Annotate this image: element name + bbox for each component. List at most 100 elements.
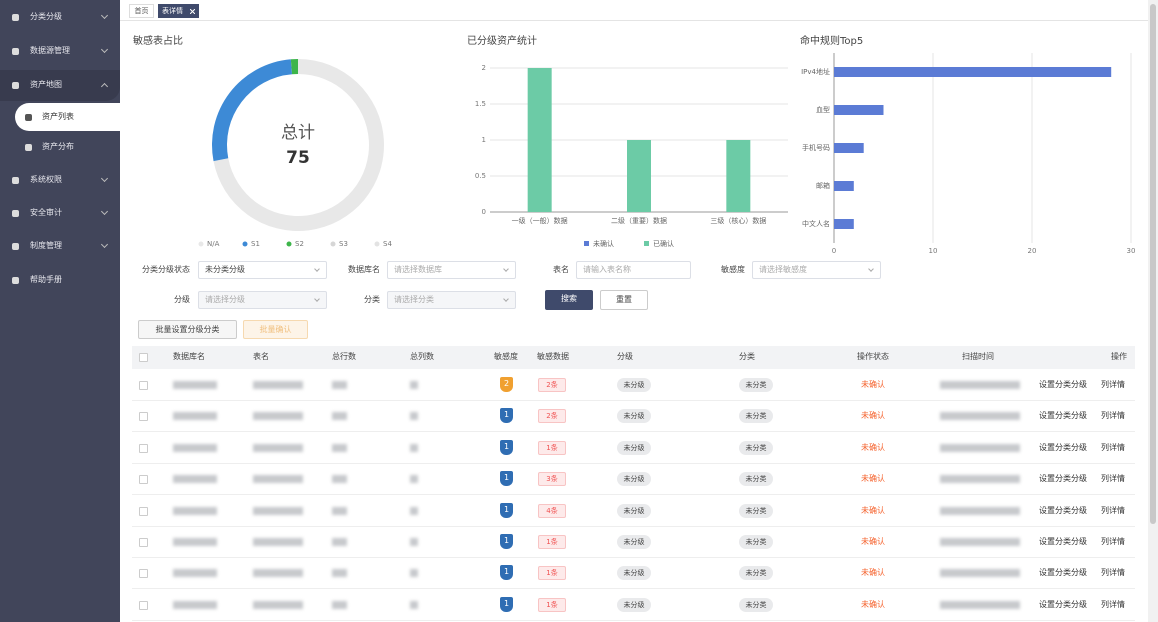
- action-link[interactable]: 设置分类分级: [1039, 568, 1087, 578]
- class-tag: 未分类: [739, 503, 773, 518]
- menu-icon: [12, 82, 19, 89]
- legend-label: S1: [251, 240, 260, 248]
- action-link[interactable]: 设置分类分级: [1039, 505, 1087, 515]
- blurred-cell: [332, 506, 347, 515]
- blurred-cell: [332, 538, 347, 546]
- sensitive-count-tag: 1条: [538, 440, 566, 455]
- action-link[interactable]: 列详情: [1101, 411, 1125, 421]
- menu-item[interactable]: 资产地图: [30, 80, 62, 89]
- tab-close[interactable]: [190, 9, 195, 14]
- menu-item[interactable]: 安全审计: [30, 208, 62, 217]
- select[interactable]: 请选择分类: [387, 291, 516, 309]
- blurred-cell: [940, 381, 1020, 389]
- search-button[interactable]: 搜索: [545, 290, 593, 310]
- select[interactable]: 请选择数据库: [387, 261, 516, 279]
- table-row: [132, 527, 1135, 558]
- level-tag: 未分级: [617, 597, 651, 612]
- table-row: [132, 433, 1135, 464]
- level-tag: 未分级: [617, 472, 651, 487]
- blurred-cell: [173, 538, 217, 546]
- sensitive-count-tag: 4条: [538, 503, 566, 518]
- checkbox[interactable]: [139, 353, 148, 362]
- reset-button[interactable]: 重置: [600, 290, 648, 310]
- select[interactable]: 请选择敏感度: [752, 261, 881, 279]
- blurred-cell: [410, 569, 418, 578]
- y-tick-label: 手机号码: [802, 143, 830, 152]
- checkbox[interactable]: [139, 569, 148, 579]
- blurred-cell: [253, 600, 303, 609]
- column-header: 表名: [253, 352, 269, 361]
- checkbox[interactable]: [139, 506, 148, 516]
- select[interactable]: 未分类分级: [198, 261, 327, 279]
- action-link[interactable]: 列详情: [1101, 599, 1125, 609]
- checkbox[interactable]: [139, 381, 148, 390]
- sensitivity-badge: 1: [500, 565, 513, 581]
- scroll-thumb[interactable]: [1150, 4, 1156, 524]
- action-link[interactable]: 设置分类分级: [1039, 599, 1087, 609]
- select[interactable]: 请选择分级: [198, 291, 327, 309]
- x-tick-label: 一级（一般）数据: [512, 216, 568, 225]
- status: 未确认: [861, 505, 885, 515]
- menu-item[interactable]: 数据源管理: [30, 46, 70, 55]
- checkbox[interactable]: [139, 538, 148, 547]
- button-label: 批量设置分级分类: [155, 325, 220, 334]
- class-tag: 未分类: [739, 566, 773, 581]
- center-total: 75: [286, 148, 310, 168]
- menu-item[interactable]: 资产列表: [42, 112, 74, 121]
- checkbox[interactable]: [139, 475, 148, 485]
- y-tick-label: 0.5: [475, 172, 486, 180]
- blurred-cell: [940, 569, 1020, 578]
- action-link[interactable]: 列详情: [1101, 380, 1125, 389]
- bar: [834, 67, 1112, 77]
- menu-item[interactable]: 分类分级: [30, 12, 62, 21]
- action-link[interactable]: 设置分类分级: [1039, 411, 1087, 421]
- y-tick-label: 血型: [816, 105, 830, 114]
- action-link[interactable]: 设置分类分级: [1039, 380, 1087, 389]
- blurred-cell: [173, 381, 217, 389]
- status: 未确认: [861, 537, 885, 546]
- menu-item[interactable]: 制度管理: [30, 241, 62, 250]
- action-link[interactable]: 设置分类分级: [1039, 474, 1087, 484]
- column-header: 总行数: [332, 352, 356, 361]
- menu-item[interactable]: 资产分布: [42, 142, 74, 151]
- action-link[interactable]: 列详情: [1101, 442, 1125, 452]
- action-link[interactable]: 列详情: [1101, 568, 1125, 578]
- tab[interactable]: 首页: [129, 4, 154, 18]
- batch-confirm-button[interactable]: 批量确认: [243, 320, 308, 339]
- action-link[interactable]: 列详情: [1101, 474, 1125, 484]
- menu-active-bg: [15, 103, 120, 131]
- column-header: 总列数: [410, 352, 434, 361]
- tab-active[interactable]: 表详情: [158, 4, 199, 18]
- blurred-cell: [410, 443, 418, 452]
- blurred-cell: [173, 475, 217, 484]
- bar: [527, 68, 552, 212]
- blurred-cell: [332, 600, 347, 609]
- sensitive-count-tag: 3条: [538, 472, 566, 487]
- menu-icon: [12, 48, 19, 55]
- checkbox[interactable]: [139, 600, 148, 610]
- chart-title: 已分级资产统计: [467, 34, 537, 47]
- legend-label: 未确认: [593, 239, 614, 248]
- batch-set-button[interactable]: 批量设置分级分类: [138, 320, 237, 339]
- blurred-cell: [253, 443, 303, 452]
- bar: [834, 143, 864, 153]
- legend-dot: [198, 241, 204, 247]
- chart-title: 敏感表占比: [133, 34, 183, 47]
- legend-dot: [242, 241, 248, 247]
- checkbox[interactable]: [139, 443, 148, 453]
- placeholder: 请选择分级: [205, 295, 245, 304]
- menu-item[interactable]: 系统权限: [30, 175, 62, 184]
- checkbox[interactable]: [139, 412, 148, 422]
- text-input[interactable]: 请输入表名称: [576, 261, 691, 279]
- action-link[interactable]: 列详情: [1101, 505, 1125, 515]
- bar: [834, 181, 854, 191]
- legend-dot: [286, 241, 292, 247]
- action-link[interactable]: 设置分类分级: [1039, 442, 1087, 452]
- menu-item[interactable]: 帮助手册: [30, 275, 62, 284]
- column-header: 数据库名: [173, 352, 205, 361]
- action-link[interactable]: 列详情: [1101, 537, 1125, 546]
- x-tick-label: 三级（核心）数据: [710, 216, 766, 225]
- blurred-cell: [332, 443, 347, 452]
- sensitive-count-tag: 1条: [538, 597, 566, 612]
- action-link[interactable]: 设置分类分级: [1039, 537, 1087, 546]
